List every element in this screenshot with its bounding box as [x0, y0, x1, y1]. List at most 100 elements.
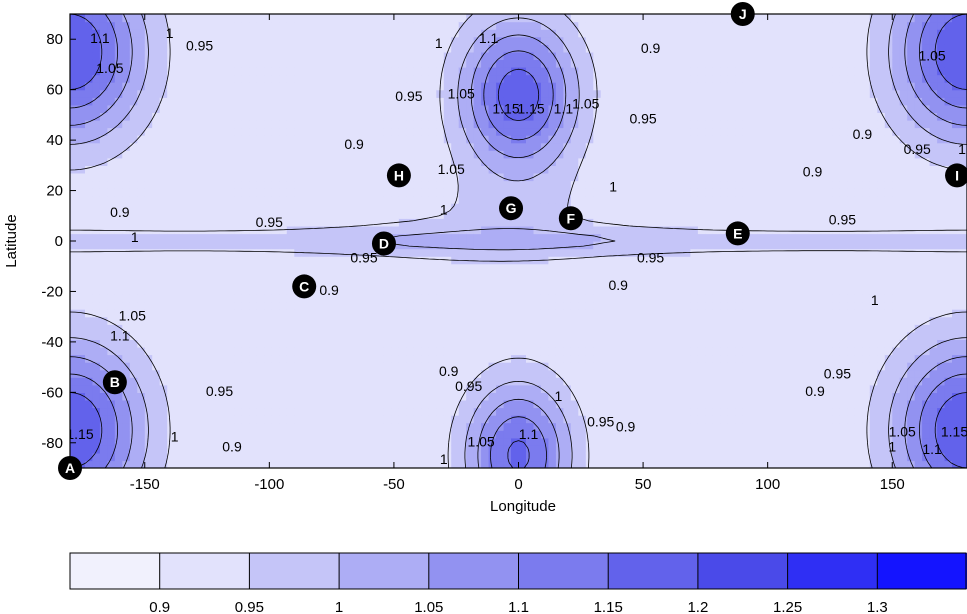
contour-fill-cell [630, 271, 639, 280]
contour-fill-cell [413, 150, 422, 159]
contour-fill-cell [376, 445, 385, 454]
contour-fill-cell [107, 188, 116, 197]
contour-fill-cell [249, 82, 258, 91]
contour-fill-cell [264, 142, 273, 151]
contour-fill-cell [152, 422, 161, 431]
contour-fill-cell [563, 399, 572, 409]
contour-fill-cell [70, 278, 79, 287]
contour-fill-cell [316, 248, 325, 257]
contour-fill-cell [398, 218, 407, 227]
contour-fill-cell [391, 316, 400, 325]
contour-fill-cell [234, 339, 243, 348]
contour-fill-cell [585, 286, 594, 295]
contour-fill-cell [309, 263, 318, 272]
contour-fill-cell [99, 263, 108, 272]
contour-fill-cell [653, 44, 662, 53]
contour-fill-cell [159, 392, 168, 401]
contour-fill-cell [174, 210, 183, 219]
contour-fill-cell [212, 218, 221, 227]
contour-fill-cell [496, 263, 505, 272]
contour-fill-cell [540, 430, 549, 439]
contour-fill-cell [204, 286, 213, 295]
contour-fill-cell [383, 309, 392, 318]
contour-fill-cell [578, 127, 587, 136]
contour-fill-cell [511, 218, 520, 227]
contour-fill-cell [473, 14, 482, 23]
contour-fill-cell [227, 67, 236, 76]
contour-fill-cell [481, 29, 490, 38]
contour-fill-cell [548, 210, 557, 219]
contour-fill-cell [533, 452, 542, 462]
contour-fill-cell [428, 59, 437, 68]
contour-fill-cell [638, 127, 647, 136]
contour-fill-cell [690, 369, 699, 378]
contour-fill-cell [152, 339, 161, 348]
contour-fill-cell [144, 44, 153, 53]
contour-fill-cell [129, 210, 138, 219]
contour-fill-cell [585, 263, 594, 272]
contour-fill-cell [107, 263, 116, 272]
contour-fill-cell [585, 51, 594, 60]
contour-fill-cell [526, 422, 535, 431]
contour-fill-cell [443, 324, 452, 333]
contour-fill-cell [212, 172, 221, 182]
contour-fill-cell [204, 14, 213, 23]
contour-fill-cell [570, 195, 579, 204]
contour-fill-cell [264, 384, 273, 393]
contour-fill-cell [264, 218, 273, 227]
contour-fill-cell [189, 437, 198, 446]
contour-fill-cell [600, 324, 609, 333]
contour-fill-cell [413, 44, 422, 53]
contour-fill-cell [451, 59, 460, 68]
contour-fill-cell [174, 362, 183, 371]
contour-fill-cell [496, 271, 505, 280]
contour-fill-cell [398, 324, 407, 333]
contour-fill-cell [174, 256, 183, 265]
contour-fill-cell [376, 104, 385, 113]
contour-fill-cell [204, 225, 213, 235]
contour-fill-cell [159, 59, 168, 68]
contour-fill-cell [159, 195, 168, 204]
contour-fill-cell [339, 127, 348, 136]
contour-fill-cell [585, 399, 594, 409]
contour-fill-cell [481, 218, 490, 227]
contour-fill-cell [593, 97, 602, 106]
contour-fill-cell [668, 399, 677, 409]
contour-fill-cell [197, 324, 206, 333]
contour-fill-cell [675, 203, 684, 212]
contour-fill-cell [70, 51, 79, 60]
contour-fill-cell [99, 324, 108, 333]
contour-fill-cell [421, 263, 430, 272]
contour-fill-cell [615, 127, 624, 136]
contour-fill-cell [137, 150, 146, 159]
contour-fill-cell [152, 14, 161, 23]
contour-fill-cell [653, 157, 662, 166]
contour-fill-cell [137, 127, 146, 136]
contour-fill-cell [346, 392, 355, 401]
contour-fill-cell [668, 437, 677, 446]
contour-fill-cell [683, 316, 692, 325]
contour-fill-cell [398, 339, 407, 348]
contour-fill-cell [593, 256, 602, 265]
contour-fill-cell [600, 225, 609, 235]
contour-fill-cell [503, 377, 512, 386]
contour-fill-cell [630, 74, 639, 83]
contour-fill-cell [219, 104, 228, 113]
contour-fill-cell [585, 346, 594, 356]
contour-fill-cell [249, 354, 258, 363]
contour-fill-cell [219, 165, 228, 174]
contour-fill-cell [107, 142, 116, 151]
contour-fill-cell [488, 384, 497, 393]
contour-fill-cell [331, 452, 340, 462]
contour-fill-cell [264, 127, 273, 136]
contour-fill-cell [638, 430, 647, 439]
contour-fill-cell [241, 172, 250, 182]
contour-fill-cell [578, 346, 587, 356]
contour-fill-cell [167, 157, 176, 166]
contour-fill-cell [264, 415, 273, 424]
contour-fill-cell [354, 51, 363, 60]
contour-fill-cell [533, 203, 542, 212]
contour-fill-cell [413, 346, 422, 356]
contour-fill-cell [675, 36, 684, 45]
contour-fill-cell [511, 384, 520, 393]
